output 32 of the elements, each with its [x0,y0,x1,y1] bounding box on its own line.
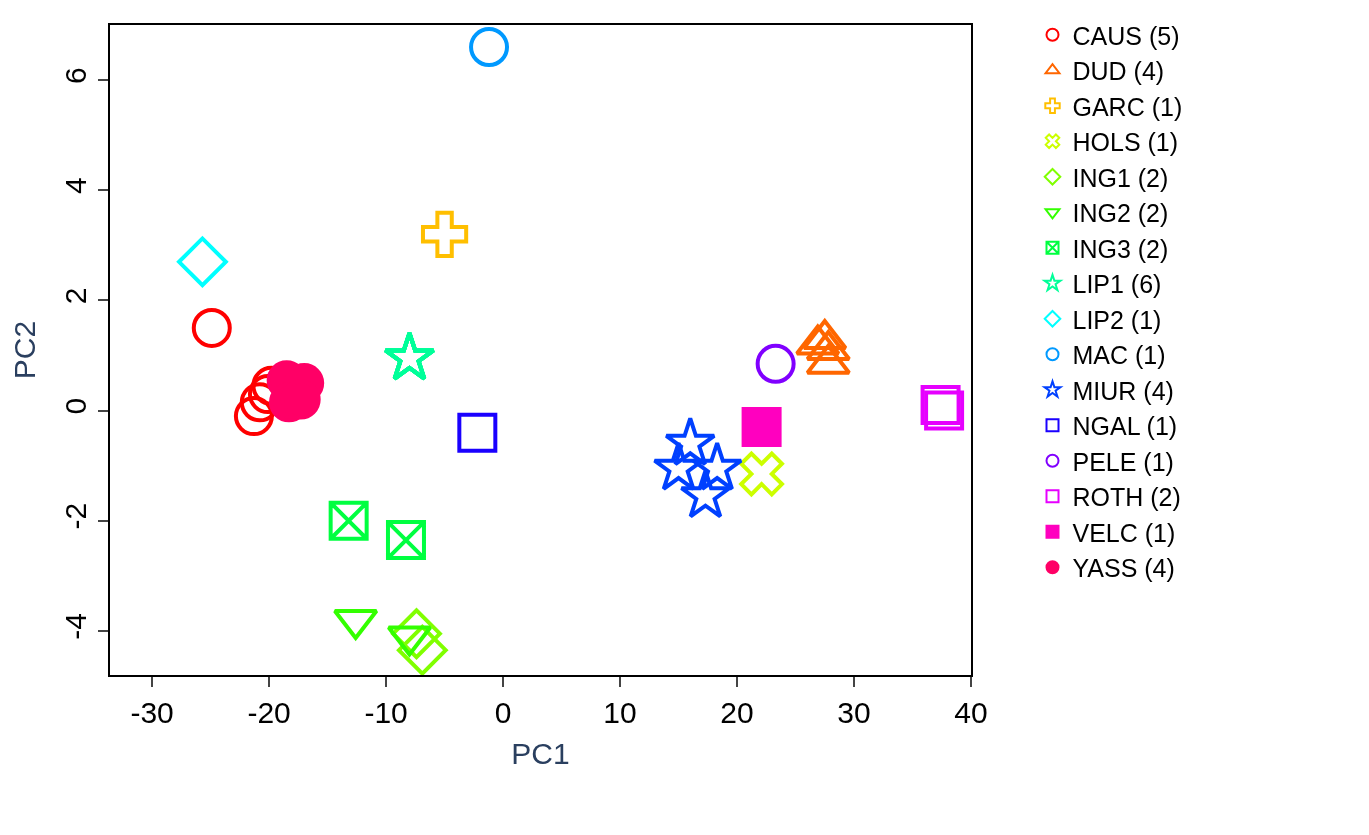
legend-label: ROTH (2) [1072,483,1181,511]
legend-label: NGAL (1) [1072,412,1178,440]
x-tick-label: 0 [494,696,512,729]
x-tick-label: 30 [837,696,871,729]
legend-label: PELE (1) [1072,447,1174,476]
legend-label: ING1 (2) [1072,163,1169,192]
y-tick-label: 0 [59,397,92,415]
legend-label: YASS (4) [1072,554,1175,582]
x-axis-title: PC1 [511,737,570,770]
legend-label: MIUR (4) [1072,376,1174,405]
x-tick-label: 40 [954,696,988,729]
x-tick-label: 10 [603,696,637,729]
legend-label: HOLS (1) [1072,128,1179,156]
legend-label: LIP2 (1) [1072,305,1162,334]
legend-label: ING2 (2) [1072,199,1169,227]
y-tick-label: 2 [59,287,92,305]
y-tick-label: -2 [59,502,92,530]
x-tick-label: -10 [364,696,408,729]
x-tick-label: 20 [720,696,754,729]
x-tick-label: -30 [130,696,174,729]
legend-label: GARC (1) [1072,92,1183,121]
legend-label: VELC (1) [1072,518,1176,547]
y-axis-title: PC2 [7,320,41,380]
x-tick-label: -20 [247,696,291,729]
legend-label: CAUS (5) [1072,21,1180,50]
legend-label: MAC (1) [1072,341,1166,369]
legend-label: ING3 (2) [1072,234,1169,263]
legend-label: DUD (4) [1072,57,1165,85]
y-tick-label: 6 [59,67,92,84]
y-tick-label: -4 [59,613,92,640]
legend-label: LIP1 (6) [1072,270,1162,298]
y-tick-label: 4 [59,177,92,195]
